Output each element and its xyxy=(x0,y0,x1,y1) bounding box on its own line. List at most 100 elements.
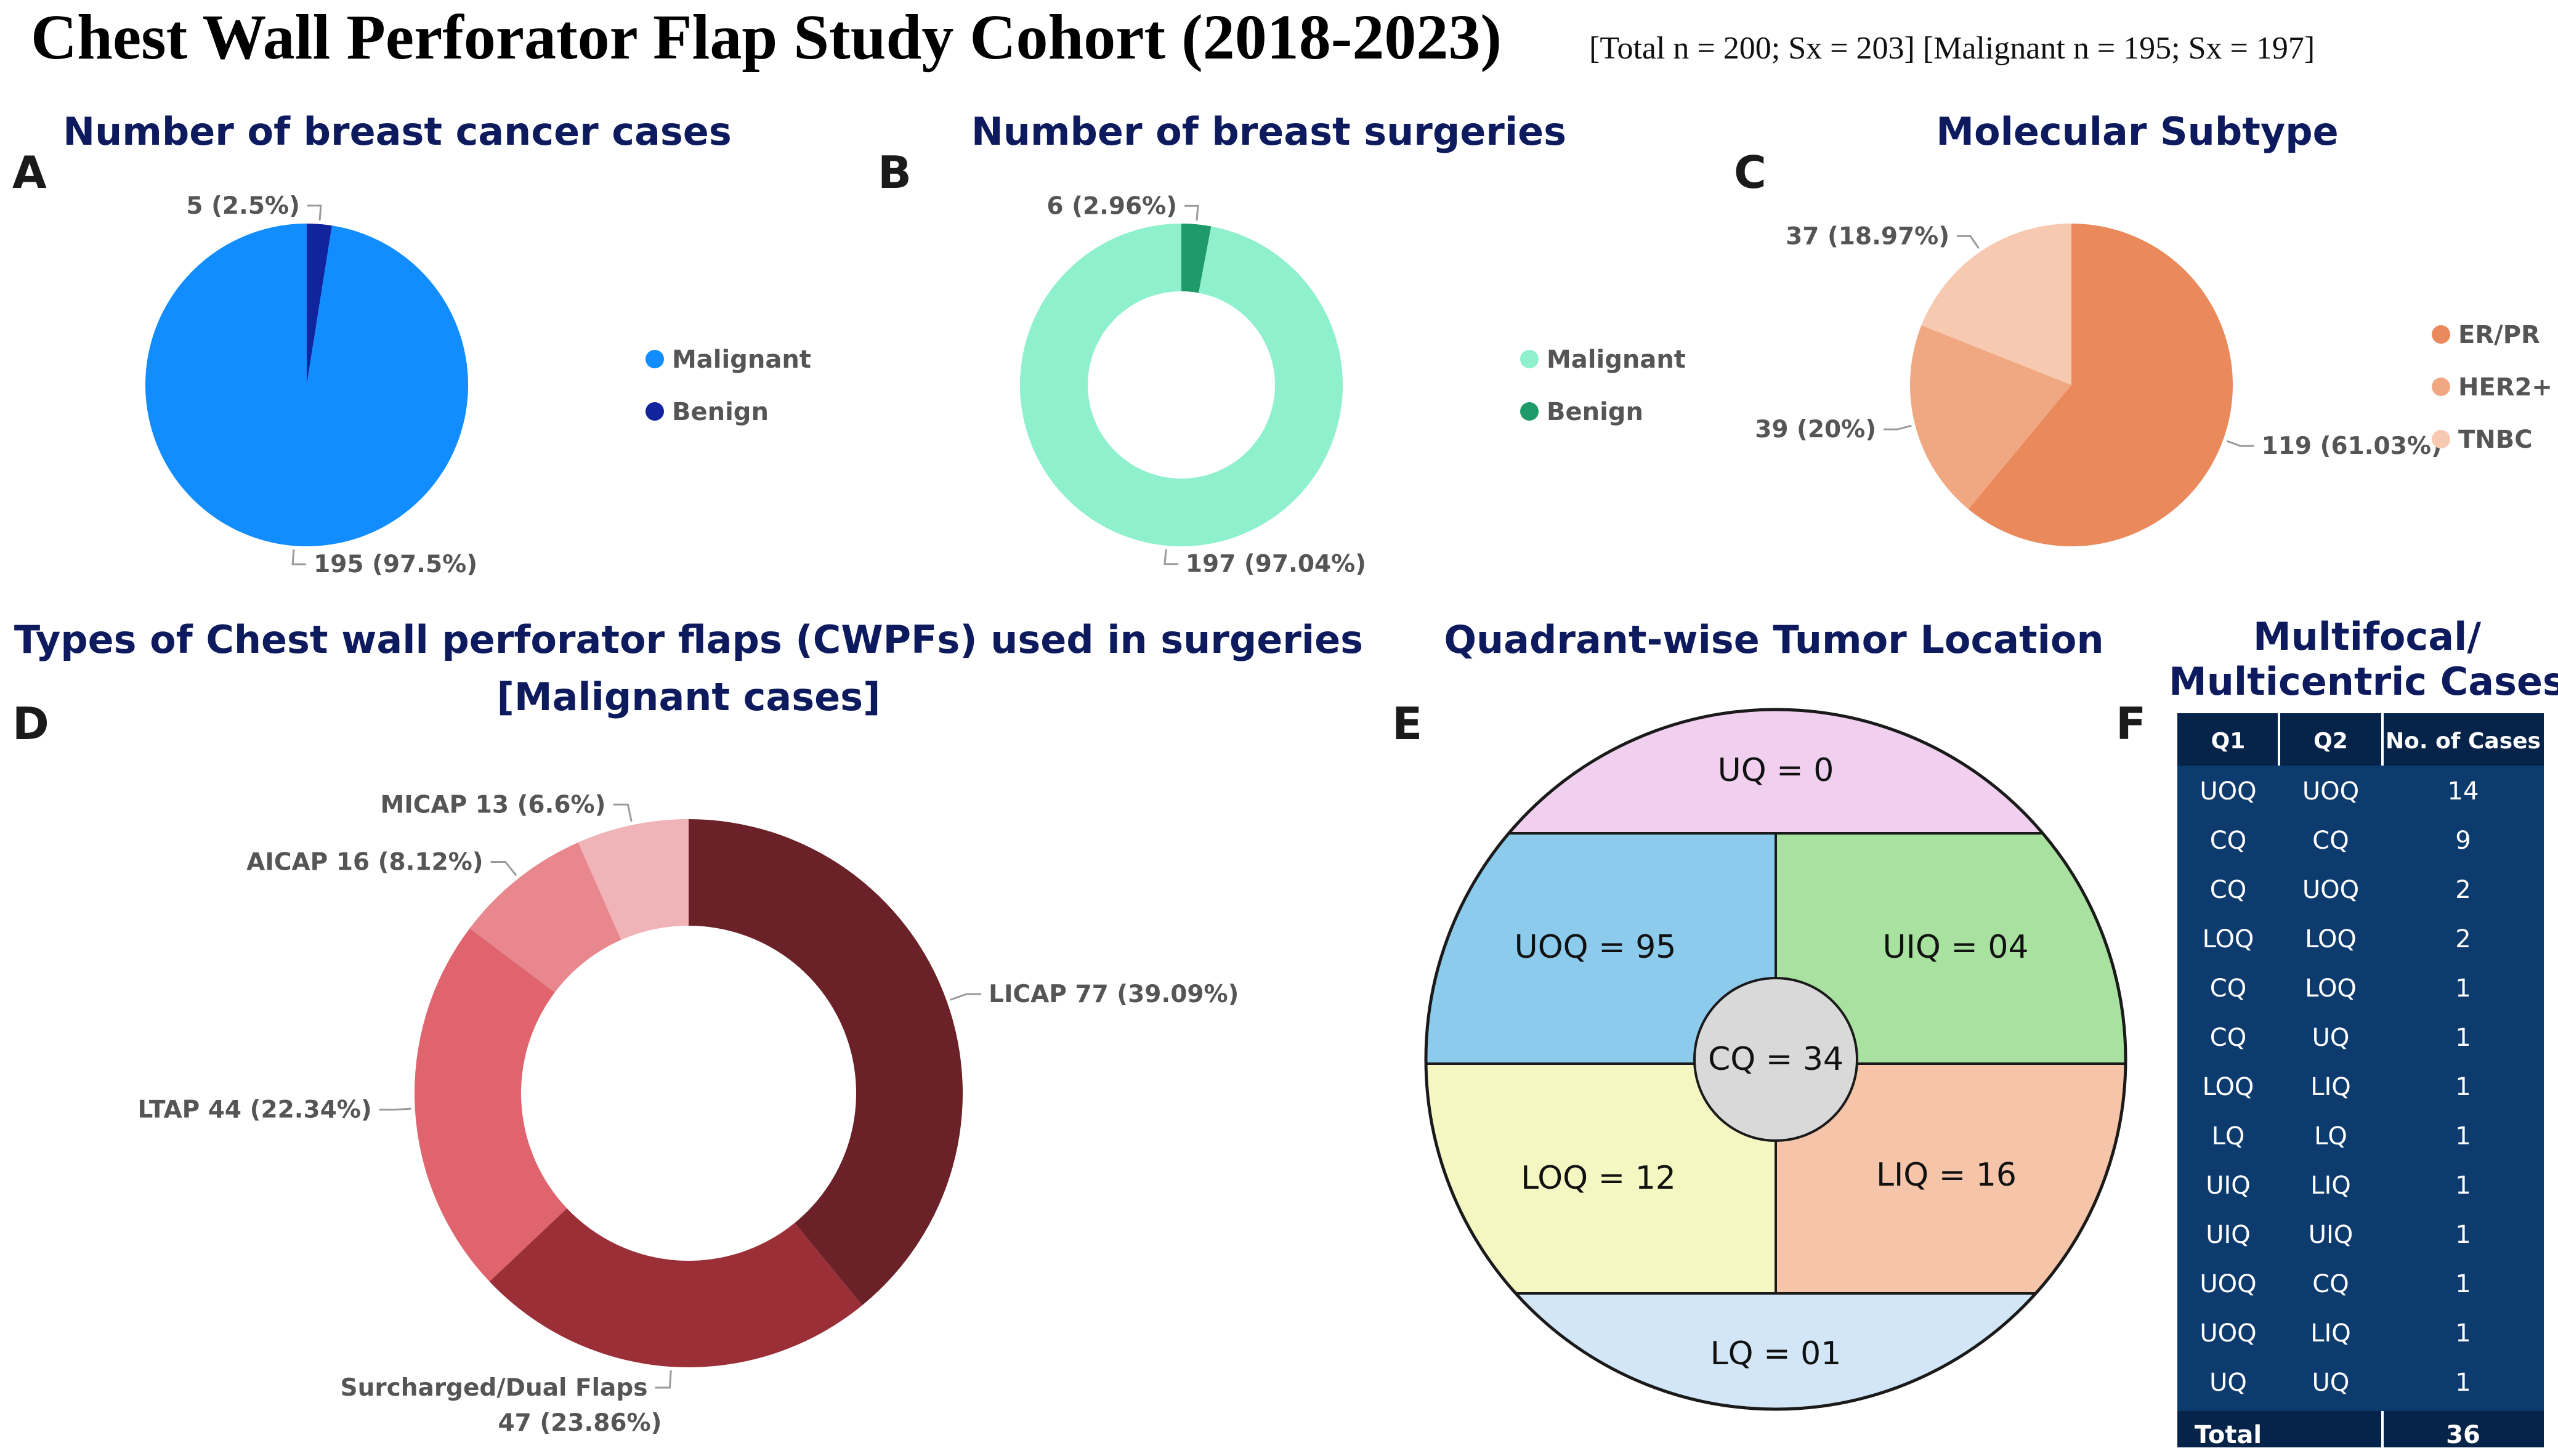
table-cell: UQ xyxy=(2209,1369,2247,1397)
leader-line xyxy=(2226,440,2254,447)
leader-line xyxy=(291,549,307,565)
data-label-line2: 47 (23.86%) xyxy=(498,1409,662,1437)
legend-marker xyxy=(1520,402,1539,421)
legend-label: Malignant xyxy=(1547,346,1686,374)
table-total-value: 36 xyxy=(2446,1421,2480,1449)
panel-letter-c: C xyxy=(1734,147,1767,198)
region-label-lq: LQ = 01 xyxy=(1710,1335,1842,1372)
table-cell: UOQ xyxy=(2200,1270,2256,1298)
donut-slice-licap xyxy=(689,819,963,1306)
legend-label: Benign xyxy=(672,398,769,426)
table-cell: CQ xyxy=(2210,876,2246,904)
legend-marker xyxy=(2432,430,2450,448)
table-cell: CQ xyxy=(2210,1024,2246,1052)
figure-subtitle: [Total n = 200; Sx = 203] [Malignant n =… xyxy=(1589,31,2315,66)
data-label: 39 (20%) xyxy=(1755,416,1876,443)
pie-chart-c: 119 (61.03%) 39 (20%) 37 (18.97%) ER/PR HER2… xyxy=(1755,222,2552,547)
region-cq xyxy=(1693,977,1858,1142)
donut-chart-d: LICAP 77 (39.09%) Surcharged/Dual Flaps 47… xyxy=(137,791,1239,1437)
panel-d-title-line2: [Malignant cases] xyxy=(497,674,881,719)
panel-c-title: Molecular Subtype xyxy=(1936,109,2338,154)
legend-marker xyxy=(1520,350,1539,368)
table-total-bg xyxy=(2177,1411,2544,1447)
panel-letter-d: D xyxy=(12,698,49,750)
table-cell: 2 xyxy=(2455,876,2471,904)
panel-letter-e: E xyxy=(1392,698,1422,750)
region-label-cq: CQ = 34 xyxy=(1708,1041,1844,1078)
table-cell: UOQ xyxy=(2200,1319,2256,1348)
table-cell: 1 xyxy=(2455,974,2471,1003)
donut-chart-b: 6 (2.96%) 197 (97.04%) Malignant Benign xyxy=(1019,192,1686,578)
table-cell: 9 xyxy=(2455,827,2471,855)
table-cell: CQ xyxy=(2312,827,2349,855)
leader-line xyxy=(1884,424,1912,431)
table-cell: UQ xyxy=(2312,1024,2350,1052)
leader-line xyxy=(613,803,633,822)
legend-marker xyxy=(646,402,664,421)
table-cell: UIQ xyxy=(2206,1221,2251,1249)
table-cell: 1 xyxy=(2455,1024,2471,1052)
leader-line xyxy=(490,860,517,876)
table-cell: 1 xyxy=(2455,1221,2471,1249)
data-label: AICAP 16 (8.12%) xyxy=(246,848,483,876)
table-cell: 14 xyxy=(2448,777,2479,806)
leader-line xyxy=(950,993,982,1001)
data-label: 5 (2.5%) xyxy=(186,192,300,220)
leader-line xyxy=(1957,235,1980,249)
panel-b-title: Number of breast surgeries xyxy=(971,109,1566,154)
legend-label: TNBC xyxy=(2458,426,2533,454)
pie-slice-benign xyxy=(1181,224,1212,293)
table-header-cell: Q2 xyxy=(2313,729,2348,754)
leader-line xyxy=(1184,204,1199,221)
region-label-uq: UQ = 0 xyxy=(1718,752,1834,789)
data-label: 119 (61.03%) xyxy=(2262,432,2442,460)
legend-label: HER2+ xyxy=(2458,373,2552,402)
data-label: 6 (2.96%) xyxy=(1046,192,1177,220)
table-cell: CQ xyxy=(2210,974,2246,1003)
donut-slice-micap xyxy=(578,819,689,940)
table-cell: LIQ xyxy=(2310,1171,2351,1200)
table-cell: 1 xyxy=(2455,1171,2471,1200)
data-label: 37 (18.97%) xyxy=(1786,222,1949,250)
pie-slice-benign xyxy=(307,224,332,385)
table-cell: LIQ xyxy=(2310,1073,2351,1101)
pie-slice-er-pr xyxy=(1968,224,2233,547)
data-label: LICAP 77 (39.09%) xyxy=(989,981,1239,1008)
pie-slice-tnbc xyxy=(1921,224,2071,385)
table-cell: UQ xyxy=(2312,1369,2350,1397)
table-cell: 1 xyxy=(2455,1073,2471,1101)
region-label-uiq: UIQ = 04 xyxy=(1882,929,2028,966)
table-cell: 1 xyxy=(2455,1369,2471,1397)
table-cell: 1 xyxy=(2455,1270,2471,1298)
table-cell: LIQ xyxy=(2310,1319,2351,1348)
panel-letter-b: B xyxy=(878,147,912,198)
pie-slice-malignant xyxy=(1019,224,1343,546)
table-cell: UOQ xyxy=(2302,876,2359,904)
data-label: Surcharged/Dual Flaps xyxy=(341,1374,648,1402)
pie-slice-her2- xyxy=(1910,325,2071,509)
leader-line xyxy=(655,1370,672,1389)
panel-f-title-line2: Multicentric Cases xyxy=(2169,659,2558,704)
table-cell: UIQ xyxy=(2309,1221,2354,1249)
table-cell: UOQ xyxy=(2200,777,2256,806)
data-label: LTAP 44 (22.34%) xyxy=(137,1096,371,1124)
leader-line xyxy=(379,1107,411,1111)
pie-chart-a: 5 (2.5%) 195 (97.5%) Malignant Benign xyxy=(145,192,811,578)
table-cell: LOQ xyxy=(2203,925,2254,953)
table-cell: LQ xyxy=(2212,1122,2245,1151)
table-cell: LOQ xyxy=(2305,974,2357,1003)
data-label: MICAP 13 (6.6%) xyxy=(380,791,605,819)
table-cell: 1 xyxy=(2455,1319,2471,1348)
cases-table-f: Q1 Q2 No. of Cases UOQ UOQ 14 CQ CQ 9 CQ UOQ 2 LOQ LO… xyxy=(2177,713,2544,1449)
leader-line xyxy=(1164,549,1178,565)
region-label-liq: LIQ = 16 xyxy=(1876,1157,2017,1194)
table-cell: 1 xyxy=(2455,1122,2471,1151)
table-total-label: Total xyxy=(2195,1421,2262,1449)
pie-slice-malignant xyxy=(145,224,468,546)
panel-d-title: Types of Chest wall perforator flaps (CW… xyxy=(14,617,1363,662)
donut-slice-surcharged-dual-flaps xyxy=(489,1208,862,1368)
panel-f-title-line1: Multifocal/ xyxy=(2253,614,2481,659)
table-cell: UIQ xyxy=(2206,1171,2251,1200)
legend-marker xyxy=(646,350,664,368)
